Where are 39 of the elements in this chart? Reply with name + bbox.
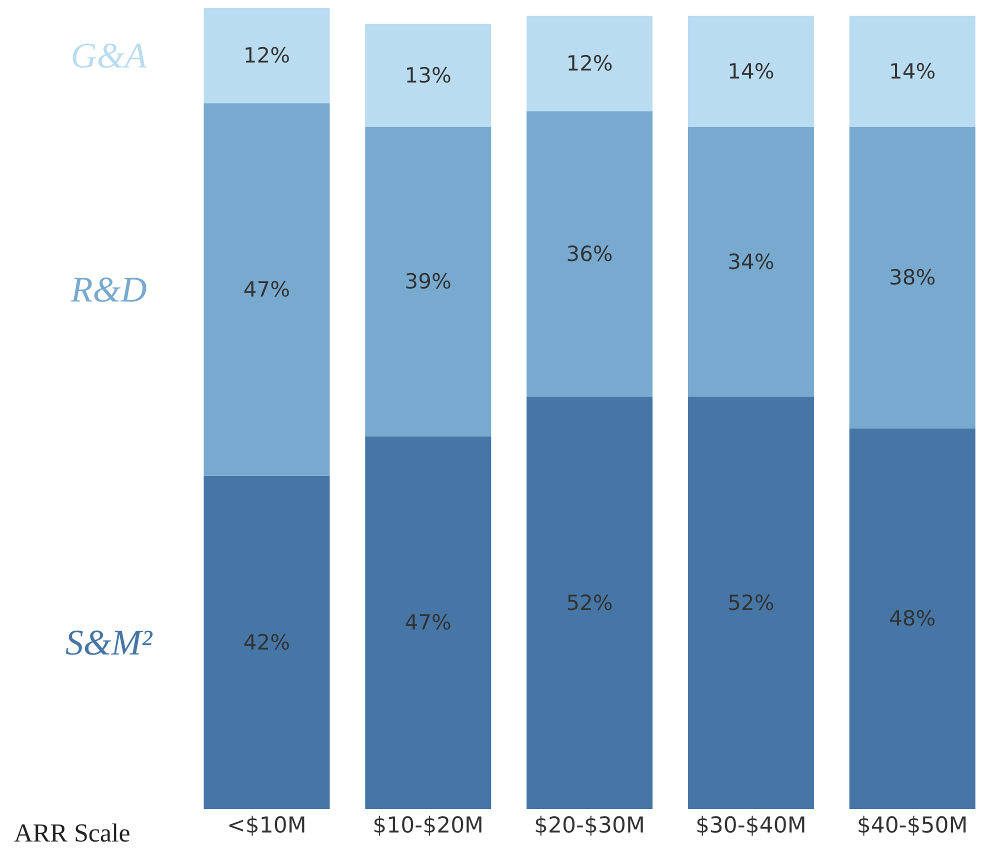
bar xyxy=(688,396,814,809)
data-label: 38% xyxy=(889,266,936,290)
bar xyxy=(204,476,330,809)
data-label: 48% xyxy=(889,606,936,631)
data-label: 13% xyxy=(404,63,452,88)
series-label: R&D xyxy=(70,270,147,310)
x-tick-label: $40-$50M xyxy=(856,814,968,839)
bar xyxy=(526,16,653,112)
x-tick-label: $20-$30M xyxy=(534,814,645,839)
bar xyxy=(849,428,976,809)
data-label: 12% xyxy=(243,44,290,68)
x-axis-title: ARR Scale xyxy=(14,818,130,848)
x-tick-label: $10-$20M xyxy=(372,814,484,839)
bar xyxy=(365,126,492,436)
bar xyxy=(526,111,653,397)
bar xyxy=(204,103,330,476)
data-label: 52% xyxy=(566,590,613,615)
x-tick-label: $30-$40M xyxy=(695,814,806,839)
series-label: G&A xyxy=(70,36,148,76)
data-label: 34% xyxy=(728,250,774,274)
x-tick-label: <$10M xyxy=(226,814,306,839)
data-label: 36% xyxy=(566,242,613,266)
bar xyxy=(849,126,976,428)
bar xyxy=(204,8,330,104)
bar xyxy=(365,24,492,127)
bar xyxy=(849,16,976,127)
bar xyxy=(688,126,814,397)
bar xyxy=(526,396,653,809)
data-label: 12% xyxy=(566,52,613,76)
data-label: 52% xyxy=(728,590,774,615)
data-label: 42% xyxy=(243,630,290,654)
data-label: 14% xyxy=(889,59,936,84)
data-label: 14% xyxy=(728,59,774,84)
series-label: S&M² xyxy=(65,622,154,662)
bar xyxy=(365,436,492,809)
bar xyxy=(688,16,814,127)
data-label: 47% xyxy=(404,610,452,635)
data-label: 47% xyxy=(243,278,290,302)
data-label: 39% xyxy=(404,270,452,294)
